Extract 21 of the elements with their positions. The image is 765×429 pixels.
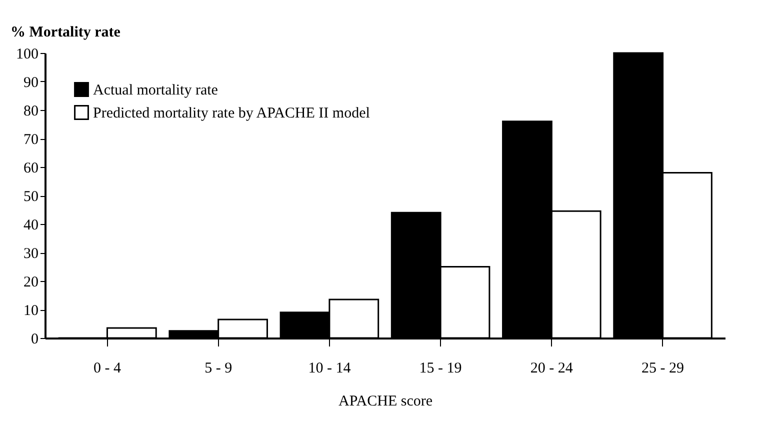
x-tick-label: 5 - 9 [204,360,232,376]
y-tick-label: 50 [24,189,38,205]
x-axis-title: APACHE score [338,394,433,410]
y-tick-label: 60 [24,160,38,176]
y-axis-title: % Mortality rate [10,24,121,40]
y-tick-label: 30 [24,246,38,262]
y-tick-label: 20 [24,274,38,290]
x-tick-label: 0 - 4 [93,360,122,376]
x-tick-label: 25 - 29 [642,360,684,376]
x-tick-label: 20 - 24 [530,360,574,376]
y-tick-label: 100 [16,46,38,62]
legend-label: Actual mortality rate [93,82,218,98]
y-tick-label: 0 [31,332,38,348]
y-tick-label: 40 [24,218,38,234]
y-tick-label: 70 [24,132,38,148]
y-tick-label: 10 [24,303,38,319]
x-tick-label: 10 - 14 [308,360,352,376]
x-tick-label: 15 - 19 [419,360,462,376]
legend-label: Predicted mortality rate by APACHE II model [93,106,370,122]
y-tick-label: 80 [24,104,38,120]
y-tick-label: 90 [24,75,38,91]
